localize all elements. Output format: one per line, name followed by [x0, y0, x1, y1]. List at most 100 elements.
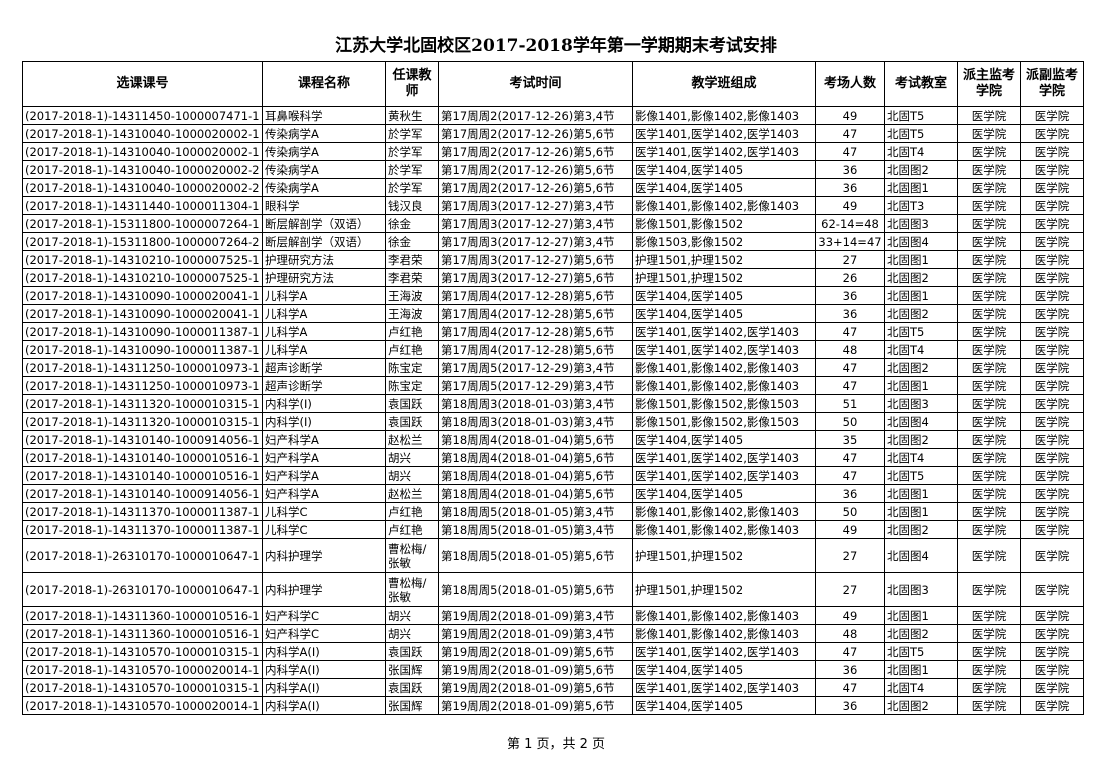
cell-course-name: 妇产科学A — [262, 430, 386, 449]
cell-exam-time: 第19周周2(2018-01-09)第3,4节 — [438, 606, 633, 625]
cell-class-composition: 医学1401,医学1402,医学1403 — [632, 448, 816, 467]
cell-teacher: 卢红艳 — [385, 322, 439, 341]
cell-teacher: 卢红艳 — [385, 520, 439, 539]
cell-exam-room: 北固图1 — [884, 286, 958, 305]
cell-course-name: 内科护理学 — [262, 572, 386, 607]
table-header-row: 选课课号 课程名称 任课教师 考试时间 教学班组成 考场人数 考试教室 派主监考学院 派副监考学… — [22, 61, 1084, 107]
table-row: (2017-2018-1)-14311320-1000010315-1 内科学(I… — [22, 394, 1084, 413]
table-row: (2017-2018-1)-14310090-1000011387-1 儿科学A 卢… — [22, 322, 1084, 341]
cell-class-composition: 影像1401,影像1402,影像1403 — [632, 106, 816, 125]
cell-exam-time: 第17周周3(2017-12-27)第3,4节 — [438, 214, 633, 233]
cell-assistant-proctor-college: 医学院 — [1020, 394, 1084, 413]
cell-course-name: 眼科学 — [262, 196, 386, 215]
cell-exam-room: 北固图1 — [884, 502, 958, 521]
cell-course-code: (2017-2018-1)-14311440-1000011304-1 — [22, 196, 263, 215]
cell-chief-proctor-college: 医学院 — [957, 268, 1021, 287]
cell-assistant-proctor-college: 医学院 — [1020, 660, 1084, 679]
cell-chief-proctor-college: 医学院 — [957, 642, 1021, 661]
header-assistant-proctor-college: 派副监考学院 — [1020, 61, 1084, 107]
cell-course-code: (2017-2018-1)-14310090-1000011387-1 — [22, 322, 263, 341]
cell-assistant-proctor-college: 医学院 — [1020, 178, 1084, 197]
cell-course-name: 儿科学A — [262, 286, 386, 305]
cell-exam-count: 27 — [815, 572, 885, 607]
cell-chief-proctor-college: 医学院 — [957, 358, 1021, 377]
cell-course-code: (2017-2018-1)-26310170-1000010647-1 — [22, 572, 263, 607]
cell-course-code: (2017-2018-1)-14310570-1000010315-1 — [22, 642, 263, 661]
cell-class-composition: 医学1401,医学1402,医学1403 — [632, 678, 816, 697]
cell-teacher: 於学军 — [385, 160, 439, 179]
cell-assistant-proctor-college: 医学院 — [1020, 376, 1084, 395]
table-row: (2017-2018-1)-14311320-1000010315-1 内科学(I… — [22, 412, 1084, 431]
cell-course-name: 妇产科学A — [262, 448, 386, 467]
cell-teacher: 袁国跃 — [385, 678, 439, 697]
cell-exam-room: 北固图2 — [884, 430, 958, 449]
cell-exam-room: 北固T4 — [884, 678, 958, 697]
cell-assistant-proctor-college: 医学院 — [1020, 678, 1084, 697]
cell-exam-room: 北固图1 — [884, 484, 958, 503]
cell-assistant-proctor-college: 医学院 — [1020, 106, 1084, 125]
cell-course-name: 耳鼻喉科学 — [262, 106, 386, 125]
cell-teacher: 胡兴 — [385, 466, 439, 485]
table-row: (2017-2018-1)-14310040-1000020002-1 传染病学A… — [22, 124, 1084, 143]
cell-teacher: 陈宝定 — [385, 376, 439, 395]
cell-course-name: 妇产科学C — [262, 624, 386, 643]
cell-class-composition: 医学1401,医学1402,医学1403 — [632, 466, 816, 485]
cell-assistant-proctor-college: 医学院 — [1020, 358, 1084, 377]
cell-course-code: (2017-2018-1)-14311250-1000010973-1 — [22, 358, 263, 377]
page-number: 第 1 页，共 2 页 — [506, 737, 606, 752]
cell-exam-room: 北固图2 — [884, 624, 958, 643]
cell-class-composition: 护理1501,护理1502 — [632, 268, 816, 287]
cell-assistant-proctor-college: 医学院 — [1020, 250, 1084, 269]
cell-exam-count: 35 — [815, 430, 885, 449]
cell-course-code: (2017-2018-1)-14311450-1000007471-1 — [22, 106, 263, 125]
cell-teacher: 王海波 — [385, 304, 439, 323]
cell-course-name: 儿科学A — [262, 322, 386, 341]
cell-class-composition: 护理1501,护理1502 — [632, 250, 816, 269]
cell-teacher: 陈宝定 — [385, 358, 439, 377]
cell-exam-count: 49 — [815, 520, 885, 539]
cell-chief-proctor-college: 医学院 — [957, 376, 1021, 395]
cell-exam-count: 36 — [815, 484, 885, 503]
table-row: (2017-2018-1)-15311800-1000007264-1 断层解剖学… — [22, 214, 1084, 233]
cell-exam-room: 北固图1 — [884, 660, 958, 679]
cell-assistant-proctor-college: 医学院 — [1020, 502, 1084, 521]
cell-assistant-proctor-college: 医学院 — [1020, 430, 1084, 449]
cell-course-code: (2017-2018-1)-14310090-1000011387-1 — [22, 340, 263, 359]
cell-course-name: 儿科学C — [262, 520, 386, 539]
cell-course-name: 传染病学A — [262, 142, 386, 161]
cell-teacher: 曹松梅/张敏 — [385, 572, 439, 607]
page-title: 江苏大学北固校区2017-2018学年第一学期期末考试安排 — [335, 36, 777, 56]
cell-exam-room: 北固T5 — [884, 106, 958, 125]
cell-course-code: (2017-2018-1)-14310040-1000020002-2 — [22, 178, 263, 197]
cell-teacher: 王海波 — [385, 286, 439, 305]
cell-exam-count: 47 — [815, 142, 885, 161]
cell-course-code: (2017-2018-1)-15311800-1000007264-2 — [22, 232, 263, 251]
cell-exam-room: 北固图3 — [884, 572, 958, 607]
cell-exam-time: 第17周周3(2017-12-27)第3,4节 — [438, 232, 633, 251]
cell-exam-time: 第17周周2(2017-12-26)第5,6节 — [438, 178, 633, 197]
cell-course-code: (2017-2018-1)-14311320-1000010315-1 — [22, 412, 263, 431]
cell-exam-room: 北固T4 — [884, 448, 958, 467]
cell-chief-proctor-college: 医学院 — [957, 322, 1021, 341]
cell-exam-room: 北固图3 — [884, 214, 958, 233]
cell-chief-proctor-college: 医学院 — [957, 606, 1021, 625]
cell-course-name: 妇产科学A — [262, 484, 386, 503]
cell-exam-time: 第18周周4(2018-01-04)第5,6节 — [438, 448, 633, 467]
cell-exam-time: 第19周周2(2018-01-09)第5,6节 — [438, 660, 633, 679]
cell-class-composition: 影像1401,影像1402,影像1403 — [632, 606, 816, 625]
cell-exam-count: 48 — [815, 624, 885, 643]
table-row: (2017-2018-1)-14310090-1000020041-1 儿科学A 王… — [22, 304, 1084, 323]
cell-exam-time: 第17周周3(2017-12-27)第3,4节 — [438, 196, 633, 215]
cell-chief-proctor-college: 医学院 — [957, 448, 1021, 467]
cell-exam-time: 第17周周4(2017-12-28)第5,6节 — [438, 340, 633, 359]
table-row: (2017-2018-1)-14310090-1000020041-1 儿科学A 王… — [22, 286, 1084, 305]
cell-exam-count: 36 — [815, 286, 885, 305]
cell-course-code: (2017-2018-1)-14310140-1000010516-1 — [22, 466, 263, 485]
header-chief-proctor-college: 派主监考学院 — [957, 61, 1021, 107]
cell-assistant-proctor-college: 医学院 — [1020, 606, 1084, 625]
cell-course-code: (2017-2018-1)-14311360-1000010516-1 — [22, 606, 263, 625]
cell-class-composition: 护理1501,护理1502 — [632, 572, 816, 607]
cell-assistant-proctor-college: 医学院 — [1020, 484, 1084, 503]
table-row: (2017-2018-1)-14310570-1000020014-1 内科学A(… — [22, 660, 1084, 679]
cell-chief-proctor-college: 医学院 — [957, 466, 1021, 485]
